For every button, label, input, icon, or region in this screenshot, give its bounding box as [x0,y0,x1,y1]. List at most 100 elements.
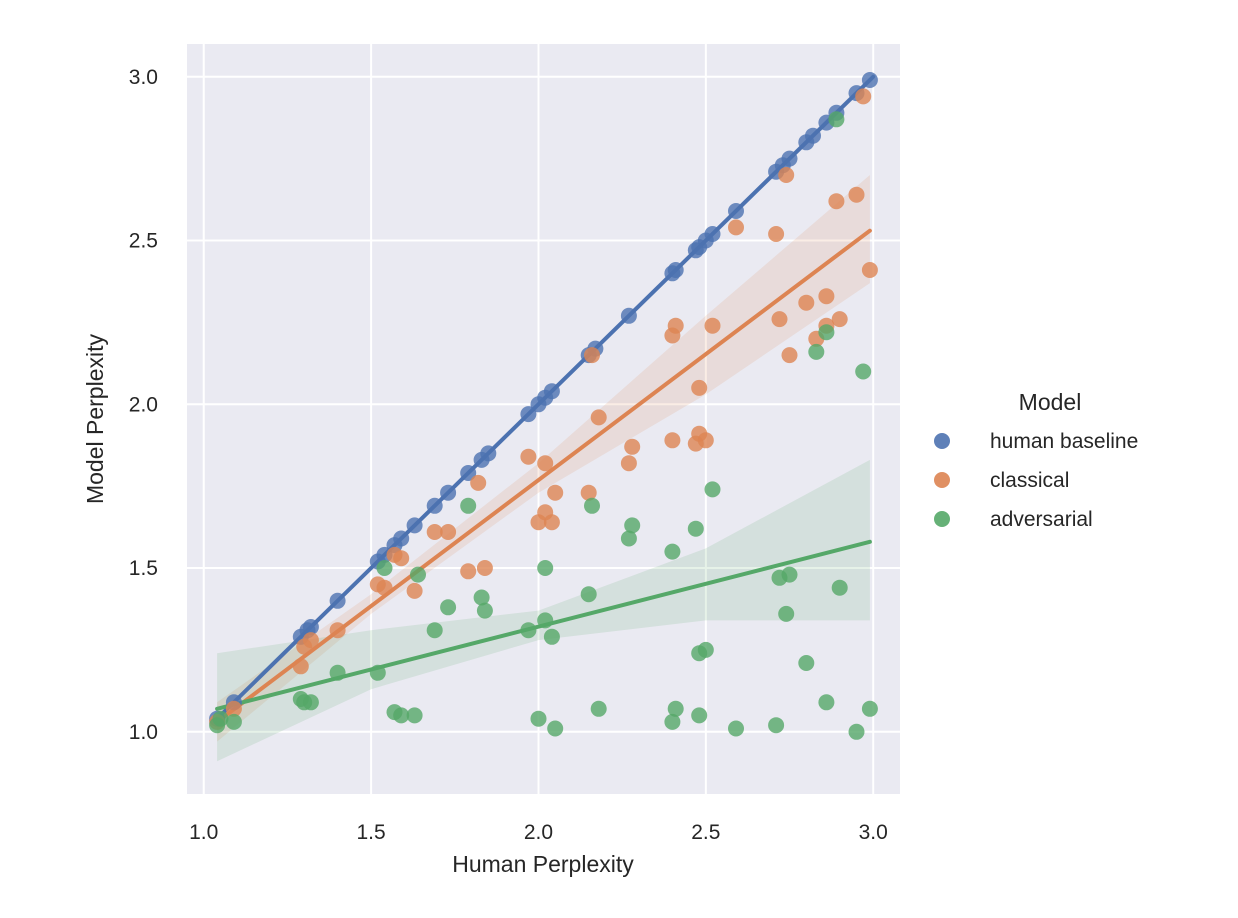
classical-point [440,524,457,540]
adversarial-point [547,720,564,737]
adversarial-point [376,560,393,576]
classical-point [580,484,597,501]
classical-point [768,226,785,242]
y-tick-label: 2.0 [129,393,158,416]
x-tick-label: 2.5 [691,821,720,844]
classical-point [691,379,708,396]
y-tick-label: 2.5 [129,230,158,253]
adversarial-point [667,700,684,717]
legend-marker-human-baseline [934,433,950,449]
legend-label-adversarial: adversarial [990,508,1093,531]
x-axis-label: Human Perplexity [452,851,634,877]
classical-point [590,409,607,426]
human-baseline-point [480,445,497,462]
adversarial-point [406,707,423,724]
x-tick-label: 2.0 [524,821,553,844]
legend: Model human baseline classical adversarial [934,389,1138,531]
classical-point [664,432,681,449]
adversarial-point [808,343,825,360]
adversarial-point [580,586,597,603]
classical-point [470,474,487,491]
adversarial-point [440,599,457,616]
legend-label-classical: classical [990,469,1069,492]
classical-point [704,317,721,334]
legend-item-human-baseline: human baseline [934,430,1138,453]
adversarial-point [520,622,537,639]
adversarial-point [704,481,721,498]
classical-point [225,700,242,717]
classical-point [406,582,423,599]
human-baseline-point [426,497,443,514]
adversarial-point [861,700,878,717]
human-baseline-point [460,465,477,481]
adversarial-point [620,530,637,547]
classical-point [537,455,554,472]
classical-point [848,186,865,203]
classical-regression-line [215,228,872,724]
adversarial-point [225,713,242,730]
x-axis-ticks: 1.0 1.5 2.0 2.5 3.0 [189,821,888,844]
classical-point [329,622,346,639]
adversarial-point [537,612,554,629]
x-tick-label: 1.5 [357,821,386,844]
adversarial-point [778,605,795,622]
human-baseline-point [861,72,878,88]
legend-marker-classical [934,472,950,488]
adversarial-point [818,694,835,711]
classical-point [620,455,637,472]
y-axis-ticks: 1.0 1.5 2.0 2.5 3.0 [129,66,158,744]
human-baseline-point [329,592,346,609]
classical-point [855,88,872,105]
classical-point [426,524,443,540]
human-baseline-point [728,203,744,219]
adversarial-confidence-band [217,459,870,762]
adversarial-point [664,543,681,560]
grid-lines [187,44,900,794]
legend-title: Model [1019,389,1082,415]
adversarial-point [473,589,490,606]
classical-point [584,347,600,364]
adversarial-point [697,641,714,658]
classical-point [520,448,537,465]
legend-marker-adversarial [934,511,950,527]
classical-point [798,294,815,311]
adversarial-point [302,694,319,711]
human-baseline-point [781,150,798,167]
data-points [209,72,878,740]
adversarial-point [691,707,708,724]
adversarial-point [818,324,835,341]
classical-point [543,514,560,531]
human-baseline-point [704,226,721,242]
adversarial-point [768,717,785,734]
human-baseline-points [209,72,878,727]
classical-point [393,550,410,567]
classical-point [781,347,798,364]
y-tick-label: 3.0 [129,66,158,89]
x-tick-label: 3.0 [859,821,888,844]
adversarial-points [209,111,878,740]
human-baseline-point [440,484,457,501]
adversarial-point [460,497,477,514]
classical-point [302,632,319,649]
adversarial-point [410,566,426,583]
adversarial-point [329,664,346,681]
classical-point [828,193,845,210]
human-baseline-point [302,619,319,635]
classical-point [624,438,641,455]
adversarial-point [828,111,845,128]
human-baseline-point [543,383,560,400]
human-baseline-point [520,406,537,423]
y-tick-label: 1.5 [129,557,158,580]
adversarial-point [590,700,607,717]
classical-point [376,579,393,596]
adversarial-point [543,628,560,645]
classical-point [292,658,309,675]
classical-point [697,432,714,449]
classical-point [476,560,493,576]
adversarial-point [584,497,600,514]
adversarial-point [798,655,815,671]
classical-point [771,311,788,328]
adversarial-point [781,566,798,583]
x-tick-label: 1.0 [189,821,218,844]
